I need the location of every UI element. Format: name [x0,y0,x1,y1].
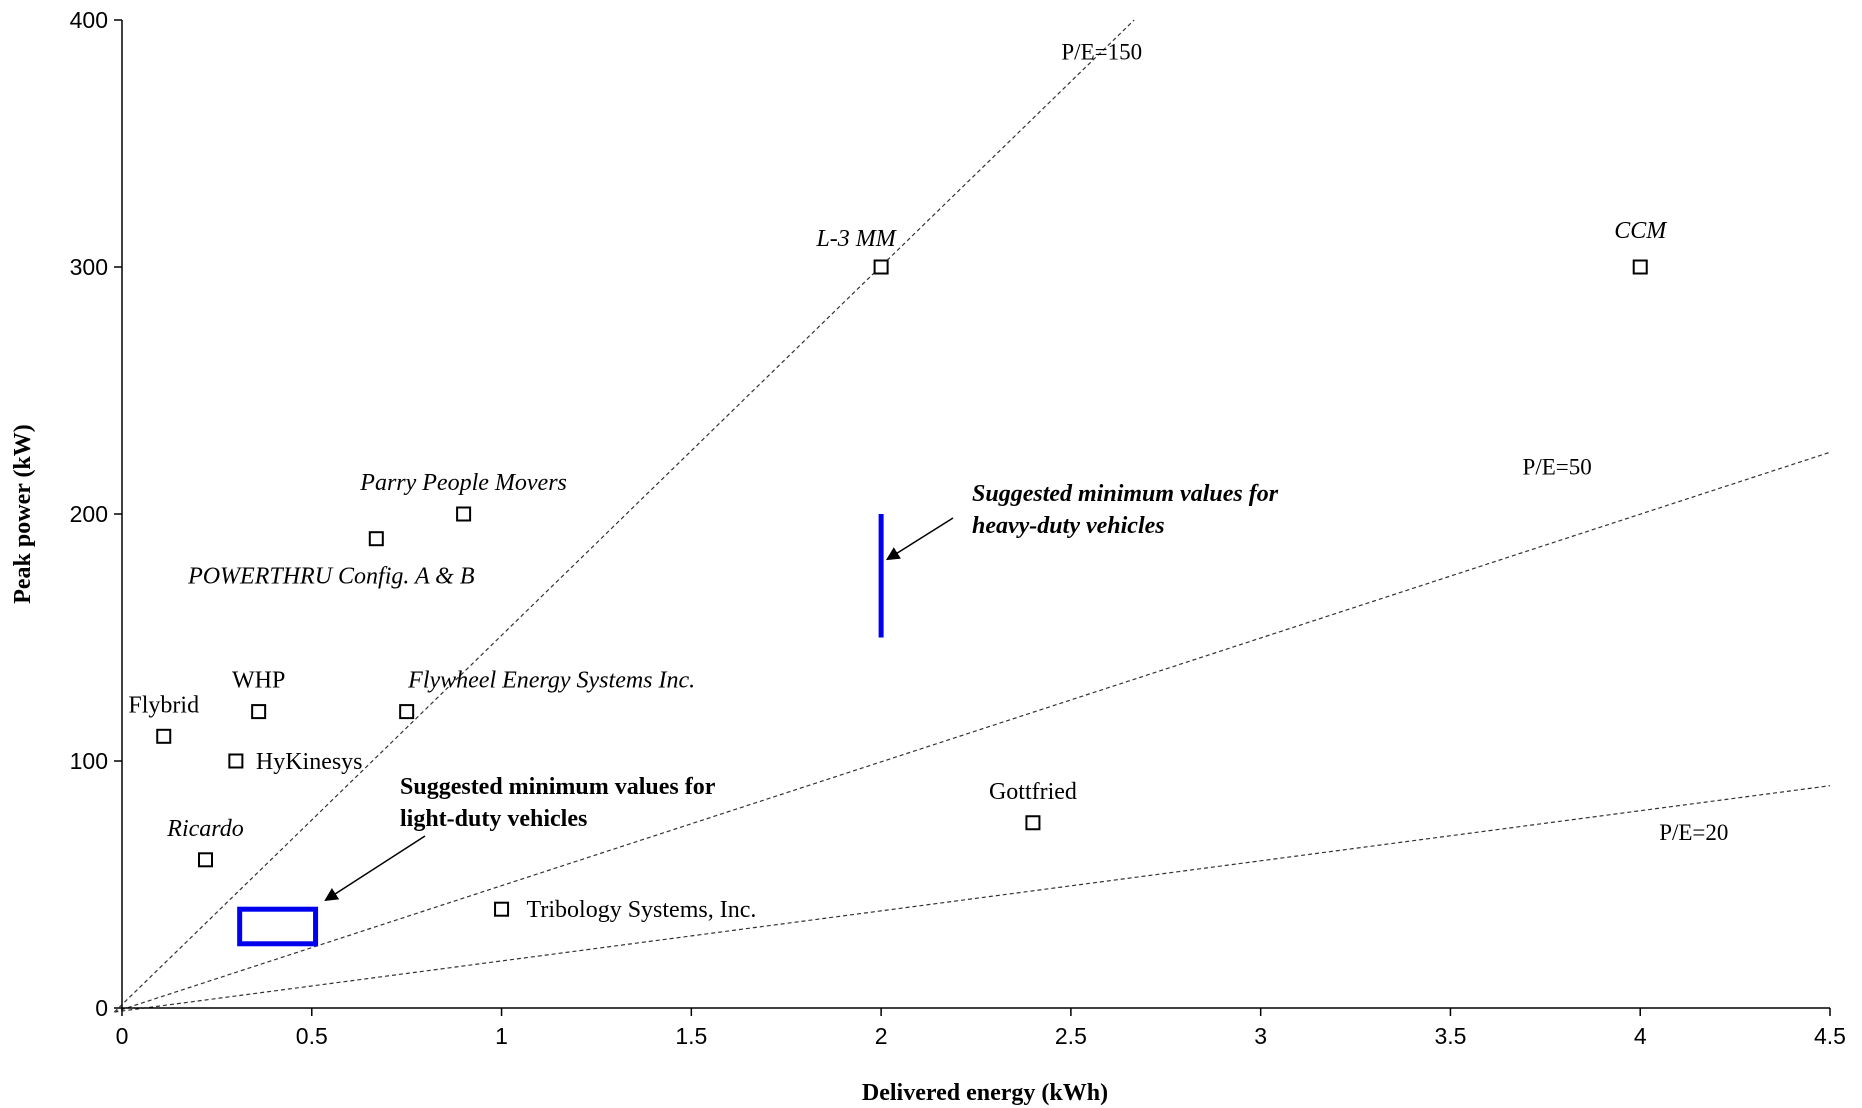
annotation-text: Suggested minimum values for [400,774,716,800]
data-point [456,506,472,522]
x-tick-label: 3.5 [1434,1023,1466,1049]
ratio-labels: P/E=150 P/E=50 P/E=20 [1061,40,1728,846]
annotation-text: light-duty vehicles [400,806,587,832]
reference-line-label: P/E=150 [1061,40,1142,65]
point-label: Flywheel Energy Systems Inc. [407,668,695,694]
point-label: Parry People Movers [359,470,567,496]
reference-lines [113,19,1831,1013]
x-tick-label: 3 [1254,1023,1267,1049]
annotation-arrow [324,835,426,901]
data-point [1025,815,1041,831]
y-tick-label: 200 [70,501,108,527]
point-label: POWERTHRU Config. A & B [187,564,475,590]
x-tick-label: 4.5 [1814,1023,1846,1049]
y-axis-title: Peak power (kW) [10,424,36,604]
annotations: Suggested minimum values for heavy-duty v… [324,481,1279,901]
x-tick-label: 1.5 [675,1023,707,1049]
data-point [228,753,244,769]
x-tick-label: 4 [1634,1023,1647,1049]
point-label: Flybrid [128,692,199,718]
x-tick-label: 0 [116,1023,129,1049]
data-points [156,259,1648,917]
data-point [494,901,510,917]
data-point [251,704,267,720]
y-tick-label: 400 [70,7,108,33]
data-point [399,704,415,720]
data-point [873,259,889,275]
point-label: Tribology Systems, Inc. [527,897,757,923]
ticks: 0 0.5 1 1.5 2 2.5 3 3.5 4 4.5 0 100 200 300 400 [70,7,1846,1049]
point-label: CCM [1614,218,1668,244]
reference-line [113,19,1135,1013]
x-axis-title: Delivered energy (kWh) [862,1080,1108,1106]
annotation-arrow [885,517,954,561]
light-duty-region [237,906,319,947]
y-tick-label: 0 [95,995,108,1021]
point-label: Gottfried [989,779,1077,805]
annotation-text: heavy-duty vehicles [972,513,1165,539]
annotation-text: Suggested minimum values for [972,481,1279,507]
x-tick-label: 2 [875,1023,888,1049]
reference-line-label: P/E=20 [1659,820,1728,845]
y-tick-label: 100 [70,748,108,774]
data-point [198,852,214,868]
data-point [1632,259,1648,275]
x-tick-label: 2.5 [1055,1023,1087,1049]
point-labels: Flybrid WHP HyKinesys Ricardo Flywheel Energ… [128,218,1668,923]
point-label: L-3 MM [815,226,897,252]
data-point [156,728,172,744]
x-tick-label: 1 [495,1023,508,1049]
data-point [368,531,384,547]
regions [237,514,884,947]
reference-line-label: P/E=50 [1523,454,1592,479]
point-label: WHP [232,668,285,694]
y-tick-label: 300 [70,254,108,280]
point-label: HyKinesys [256,749,363,775]
x-tick-label: 0.5 [296,1023,328,1049]
point-label: Ricardo [166,816,243,842]
reference-line [114,785,1831,1013]
